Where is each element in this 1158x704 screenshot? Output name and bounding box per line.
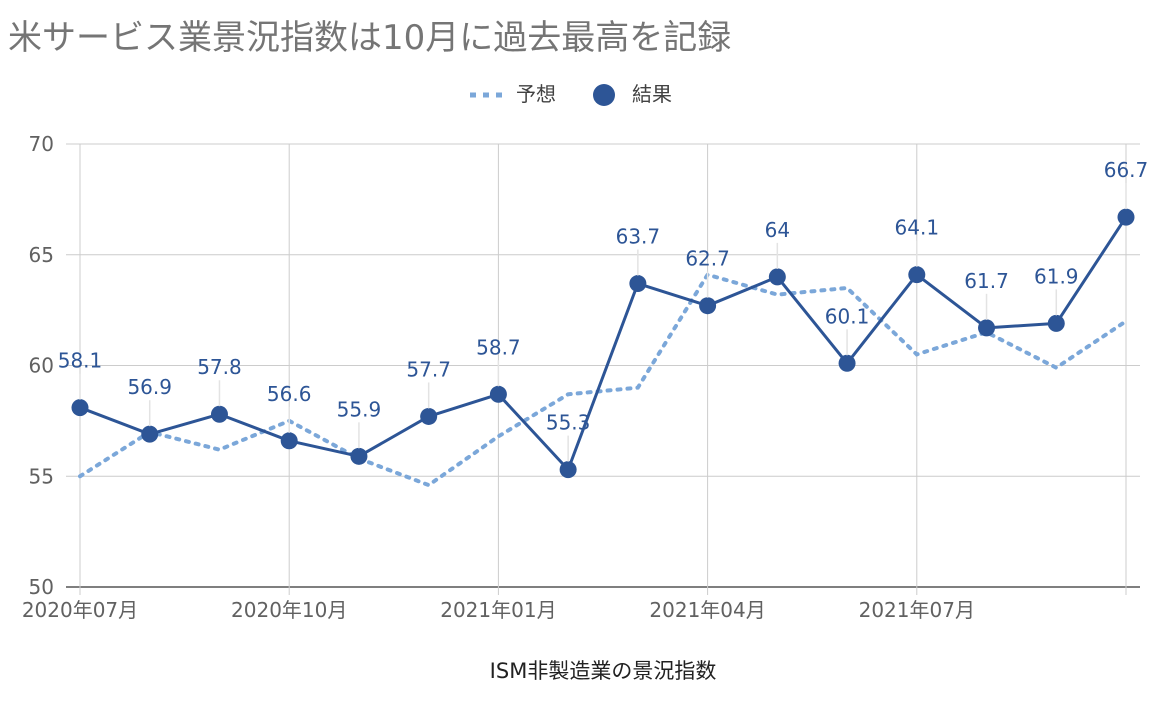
actual-point — [141, 425, 159, 443]
legend-forecast-label: 予想 — [516, 82, 556, 106]
data-label: 61.9 — [1034, 264, 1079, 288]
legend-actual-swatch — [593, 84, 615, 106]
actual-point — [768, 268, 786, 286]
x-tick-label: 2020年10月 — [231, 598, 347, 622]
x-tick-label: 2021年07月 — [859, 598, 975, 622]
actual-series — [71, 208, 1135, 479]
actual-point — [280, 432, 298, 450]
legend-actual-label: 結果 — [632, 82, 672, 106]
gridlines: 50 55 60 65 70 2020年07月 2020年10月 2021年01月 2021年0… — [22, 132, 1140, 622]
x-tick-label: 2021年01月 — [440, 598, 556, 622]
actual-point — [350, 447, 368, 465]
actual-point — [629, 275, 647, 293]
actual-point — [978, 319, 996, 337]
data-label: 58.7 — [476, 335, 521, 359]
actual-point — [908, 266, 926, 284]
y-tick-label: 60 — [29, 354, 54, 378]
forecast-series — [78, 272, 1128, 488]
data-label: 64.1 — [895, 216, 940, 240]
data-label: 57.8 — [197, 355, 242, 379]
data-label: 66.7 — [1104, 158, 1149, 182]
actual-point — [489, 385, 507, 403]
data-label: 58.1 — [58, 349, 103, 373]
actual-point — [838, 354, 856, 372]
legend: 予想 結果 — [470, 82, 672, 106]
x-axis-title: ISM非製造業の景況指数 — [490, 659, 717, 683]
actual-point — [699, 297, 717, 315]
actual-line — [79, 216, 1128, 472]
data-label: 57.7 — [406, 357, 451, 381]
data-label: 55.9 — [337, 397, 382, 421]
data-label: 63.7 — [616, 225, 661, 249]
y-tick-label: 55 — [29, 464, 54, 488]
actual-point — [210, 405, 228, 423]
data-label: 55.3 — [546, 411, 591, 435]
actual-point — [71, 399, 89, 417]
chart-title: 米サービス業景況指数は10月に過去最高を記録 — [8, 18, 732, 58]
data-label: 56.6 — [267, 382, 312, 406]
data-labels: 58.1 56.9 57.8 56.6 55.9 57.7 58.7 55.3 63.7 62.7… — [58, 158, 1149, 462]
x-tick-label: 2020年07月 — [22, 598, 138, 622]
actual-point — [559, 461, 577, 479]
data-label: 56.9 — [127, 375, 172, 399]
data-label: 62.7 — [685, 247, 730, 271]
data-label: 61.7 — [964, 269, 1009, 293]
data-label: 64 — [765, 218, 790, 242]
actual-point — [1047, 314, 1065, 332]
y-tick-label: 65 — [29, 243, 54, 267]
y-tick-label: 50 — [29, 575, 54, 599]
data-label: 60.1 — [825, 304, 870, 328]
y-tick-label: 70 — [29, 132, 54, 156]
x-tick-label: 2021年04月 — [649, 598, 765, 622]
actual-point — [420, 407, 438, 425]
forecast-line — [78, 272, 1128, 488]
actual-point — [1117, 208, 1135, 226]
